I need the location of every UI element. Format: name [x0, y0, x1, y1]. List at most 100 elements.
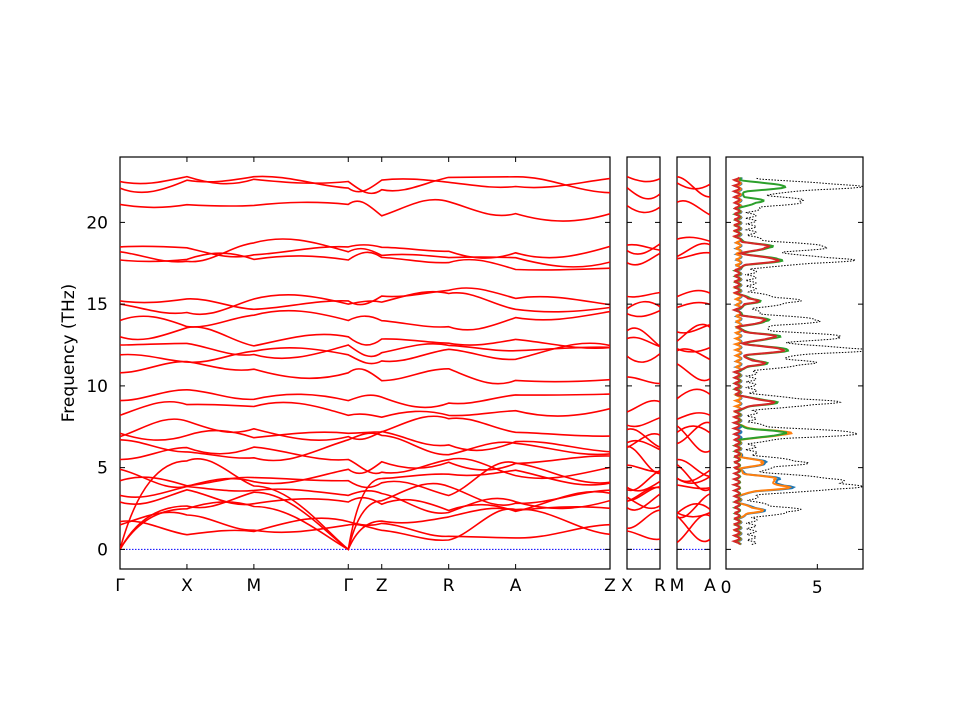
x-tick-label: Z	[376, 576, 388, 596]
band-line	[120, 508, 610, 542]
band-line	[627, 445, 660, 475]
band-line	[627, 486, 660, 502]
band-line	[627, 327, 660, 348]
band-line	[677, 464, 710, 492]
band-panel-main: Γ X M Γ Z R A Z 0 5 10 15 20	[86, 156, 616, 596]
band-line	[677, 289, 710, 298]
band-line	[120, 418, 610, 453]
band-line	[120, 415, 610, 441]
band-lines	[627, 175, 660, 550]
band-line	[120, 342, 610, 365]
band-line	[120, 198, 610, 222]
x-tick-label: X	[621, 576, 633, 596]
panel-frame	[119, 156, 611, 570]
y-axis-label: Frequency (THz)	[59, 284, 79, 423]
x-tick-label: M	[247, 576, 262, 596]
band-line	[120, 290, 610, 316]
band-line	[677, 484, 710, 490]
band-line	[627, 204, 660, 214]
band-line	[627, 243, 660, 251]
x-tick-label: X	[181, 576, 193, 596]
x-tick-label: Γ	[115, 576, 125, 596]
x-tick-label: R	[654, 576, 666, 596]
y-tick-label: 20	[86, 213, 108, 233]
band-line	[627, 309, 660, 318]
band-line	[120, 446, 610, 480]
band-line	[677, 511, 710, 518]
band-line	[677, 388, 710, 400]
dos-curves	[730, 176, 863, 546]
band-line	[120, 243, 610, 259]
x-tick-label: Γ	[344, 576, 354, 596]
band-line	[627, 252, 660, 266]
x-tick-label: A	[704, 576, 716, 596]
band-line	[627, 336, 660, 348]
band-line	[677, 200, 710, 216]
band-line	[677, 502, 710, 515]
band-line	[677, 425, 710, 453]
x-tick-label: A	[510, 576, 522, 596]
dos-x-tick-label: 5	[812, 578, 823, 598]
band-line	[677, 513, 710, 544]
dos-x-tick-label: 0	[721, 578, 732, 598]
band-line	[677, 176, 710, 198]
band-line	[677, 346, 710, 353]
band-line	[120, 388, 610, 409]
band-line	[120, 400, 610, 419]
band-line	[120, 488, 610, 513]
band-line	[627, 376, 660, 385]
band-line	[677, 251, 710, 260]
band-line	[627, 496, 660, 510]
band-line	[627, 464, 660, 473]
band-line	[677, 363, 710, 382]
band-line	[627, 243, 660, 255]
band-line	[627, 439, 660, 451]
band-line	[120, 482, 610, 551]
band-line	[120, 432, 610, 462]
band-line	[677, 182, 710, 190]
dos-frame	[725, 156, 864, 570]
x-tick-label: M	[670, 576, 685, 596]
band-line	[120, 360, 610, 385]
band-line	[627, 416, 660, 428]
y-tick-label: 0	[97, 540, 108, 560]
band-line	[627, 291, 660, 298]
band-line	[627, 509, 660, 530]
total-dos-line	[744, 177, 863, 545]
band-line	[677, 493, 710, 519]
band-line	[627, 399, 660, 413]
band-lines	[677, 176, 710, 550]
band-line	[677, 236, 710, 243]
y-tick-label: 10	[86, 377, 108, 397]
band-line	[677, 469, 710, 483]
band-line	[120, 175, 610, 195]
band-line	[120, 485, 610, 515]
band-line	[677, 412, 710, 421]
y-tick-label: 5	[97, 459, 108, 479]
band-line	[120, 287, 610, 311]
band-line	[120, 309, 610, 331]
band-line	[120, 517, 610, 539]
band-line	[120, 175, 610, 194]
band-lines	[120, 175, 610, 551]
partial-dos-line	[730, 176, 786, 545]
band-line	[627, 353, 660, 363]
band-line	[627, 300, 660, 310]
y-tick-label: 15	[86, 295, 108, 315]
x-tick-label: R	[443, 576, 455, 596]
band-line	[677, 421, 710, 445]
band-line	[627, 530, 660, 541]
band-line	[120, 251, 610, 271]
band-line	[627, 428, 660, 449]
band-line	[627, 480, 660, 492]
band-line	[627, 186, 660, 200]
band-line	[677, 323, 710, 334]
band-line	[677, 515, 710, 543]
band-line	[627, 433, 660, 449]
band-line	[677, 301, 710, 309]
band-line	[677, 425, 710, 434]
band-line	[677, 458, 710, 478]
band-line	[120, 455, 610, 489]
